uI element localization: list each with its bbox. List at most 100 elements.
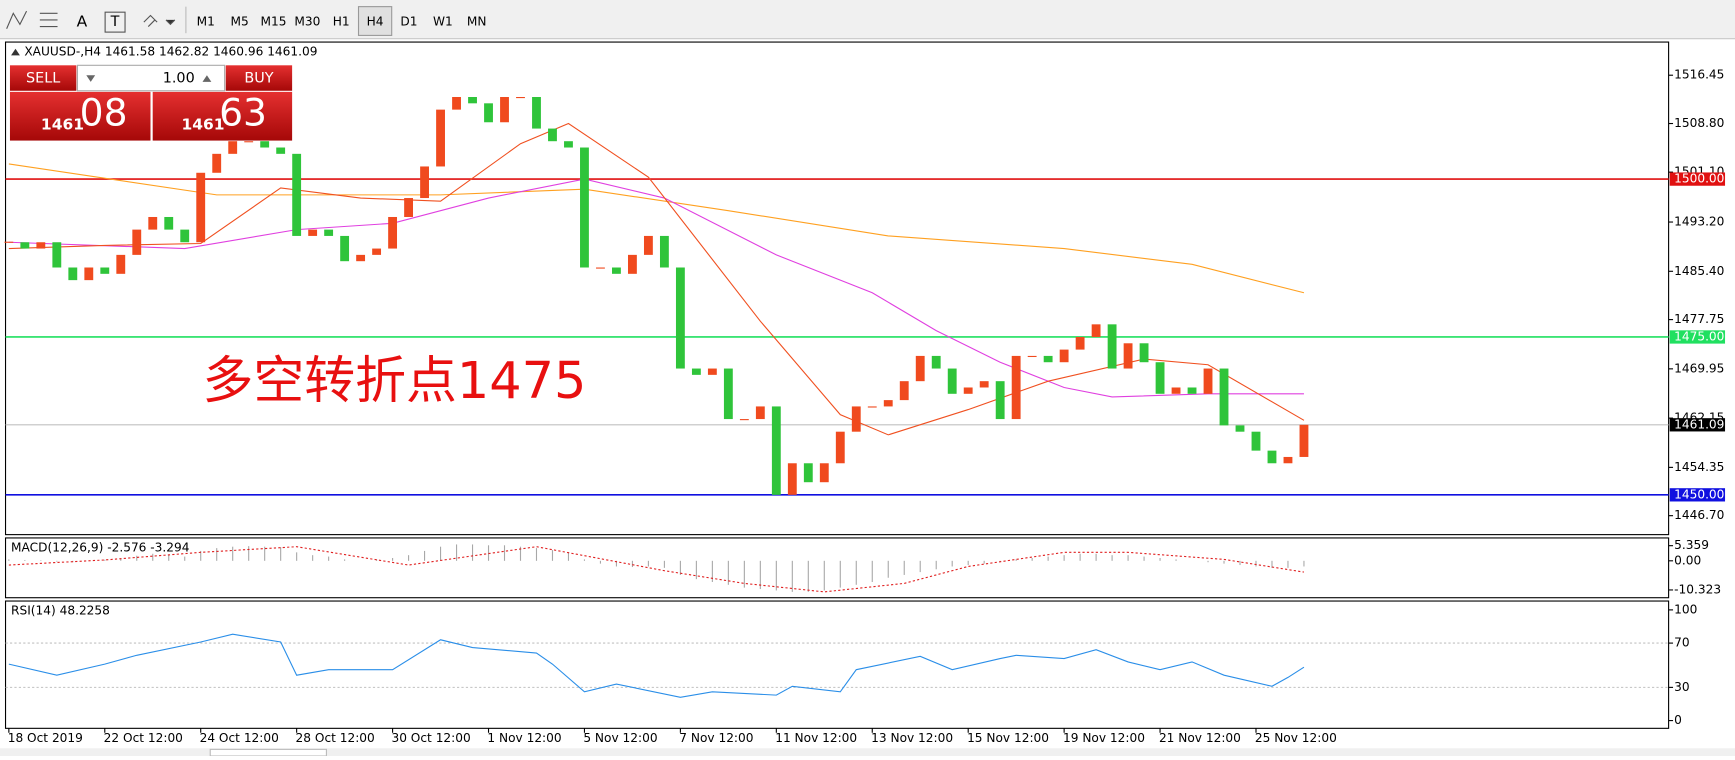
y-tick-label: 5.359 bbox=[1674, 538, 1709, 552]
timeframe-button[interactable]: M15 bbox=[261, 15, 287, 29]
candle bbox=[947, 368, 957, 394]
candle bbox=[691, 368, 701, 375]
candle bbox=[1075, 336, 1085, 350]
candle bbox=[1155, 362, 1165, 394]
lots-up[interactable] bbox=[202, 75, 212, 82]
candle bbox=[1187, 387, 1197, 394]
candle bbox=[500, 97, 509, 123]
candle bbox=[228, 141, 238, 154]
candle bbox=[835, 431, 845, 464]
icon-dropdown bbox=[165, 19, 176, 26]
candle bbox=[532, 97, 541, 129]
candle bbox=[627, 254, 637, 274]
sell-label: SELL bbox=[26, 71, 60, 87]
candle bbox=[372, 248, 382, 255]
y-tick-label: 1454.35 bbox=[1674, 460, 1724, 474]
timeframe-button[interactable]: D1 bbox=[400, 15, 417, 29]
lots: 1.00 bbox=[163, 71, 195, 87]
chart-tab[interactable] bbox=[209, 748, 327, 757]
candle bbox=[755, 406, 765, 420]
candle bbox=[1107, 324, 1117, 369]
candle bbox=[68, 267, 78, 281]
timeframe-button[interactable]: H1 bbox=[333, 15, 350, 29]
y-tick-label: 1485.40 bbox=[1674, 264, 1724, 278]
candle bbox=[436, 109, 445, 167]
candle bbox=[675, 267, 685, 369]
candle bbox=[851, 406, 861, 432]
y-tick-label: 0 bbox=[1674, 713, 1682, 727]
candle bbox=[116, 254, 126, 274]
candle bbox=[739, 419, 749, 421]
candle bbox=[771, 406, 781, 495]
candle bbox=[468, 97, 477, 104]
ask-box[interactable] bbox=[152, 91, 293, 141]
level-label: 1475.00 bbox=[1674, 329, 1724, 343]
lots-box[interactable] bbox=[76, 64, 226, 92]
timeframe-button[interactable]: M1 bbox=[197, 15, 215, 29]
candle bbox=[707, 368, 717, 375]
level-label-box bbox=[1669, 488, 1726, 502]
x-tick-label: 13 Nov 12:00 bbox=[871, 731, 953, 745]
candle bbox=[84, 267, 94, 281]
x-tick-label: 7 Nov 12:00 bbox=[679, 731, 753, 745]
candle bbox=[1091, 324, 1101, 337]
ask-big: 1461 bbox=[181, 116, 224, 134]
rsi-title: RSI(14) 48.2258 bbox=[11, 603, 110, 617]
timeframe-button[interactable]: H4 bbox=[367, 15, 384, 29]
candle bbox=[516, 97, 525, 99]
macd-title: MACD(12,26,9) -2.576 -3.294 bbox=[11, 540, 190, 554]
candle bbox=[548, 128, 557, 142]
candle bbox=[819, 463, 829, 483]
sell-button[interactable] bbox=[9, 65, 77, 91]
candle bbox=[324, 229, 334, 236]
x-tick-label: 18 Oct 2019 bbox=[8, 731, 83, 745]
candle bbox=[1219, 368, 1229, 426]
y-tick-label: 1446.70 bbox=[1674, 508, 1724, 522]
candle bbox=[963, 387, 973, 394]
active-timeframe bbox=[357, 6, 393, 36]
x-tick-label: 30 Oct 12:00 bbox=[391, 731, 470, 745]
timeframe-button[interactable]: W1 bbox=[433, 15, 453, 29]
candle bbox=[1267, 450, 1277, 464]
y-tick-label: 1477.75 bbox=[1674, 312, 1724, 326]
candle bbox=[1011, 355, 1021, 420]
candle bbox=[36, 242, 46, 249]
candle bbox=[420, 166, 429, 199]
bid-box[interactable] bbox=[9, 91, 151, 141]
candle bbox=[1171, 387, 1181, 394]
timeframe-button[interactable]: M5 bbox=[231, 15, 249, 29]
candle bbox=[1027, 355, 1037, 358]
level-label: 1450.00 bbox=[1674, 487, 1724, 501]
x-tick-label: 22 Oct 12:00 bbox=[104, 731, 183, 745]
y-tick-label: 0.00 bbox=[1674, 553, 1701, 567]
price-panel bbox=[4, 41, 1670, 536]
candle bbox=[931, 355, 941, 369]
icon-frame bbox=[104, 11, 126, 33]
x-tick-label: 25 Nov 12:00 bbox=[1255, 731, 1337, 745]
level-label-box bbox=[1669, 330, 1726, 344]
candle bbox=[787, 463, 797, 495]
candle bbox=[212, 153, 222, 173]
candle bbox=[20, 242, 30, 249]
candle bbox=[196, 172, 206, 243]
y-tick-label: 30 bbox=[1674, 680, 1689, 694]
candle bbox=[1251, 431, 1261, 451]
lots-down[interactable] bbox=[86, 75, 96, 82]
y-tick-label: 1469.95 bbox=[1674, 361, 1724, 375]
x-tick-label: 15 Nov 12:00 bbox=[967, 731, 1049, 745]
candle bbox=[643, 235, 653, 255]
buy-button[interactable] bbox=[225, 65, 293, 91]
candle bbox=[659, 235, 669, 268]
icon-lines bbox=[6, 10, 28, 29]
rsi-line bbox=[8, 633, 1305, 698]
timeframe-button[interactable]: MN bbox=[467, 15, 487, 29]
chart-header: XAUUSD-,H4 1461.58 1462.82 1460.96 1461.… bbox=[24, 45, 317, 59]
text-tool[interactable]: A bbox=[77, 13, 88, 31]
collapse-icon[interactable] bbox=[11, 48, 20, 56]
label-tool[interactable]: T bbox=[110, 14, 120, 30]
candle bbox=[1235, 425, 1245, 432]
candle bbox=[388, 216, 398, 249]
timeframe-button[interactable]: M30 bbox=[294, 15, 320, 29]
candle bbox=[340, 235, 350, 262]
